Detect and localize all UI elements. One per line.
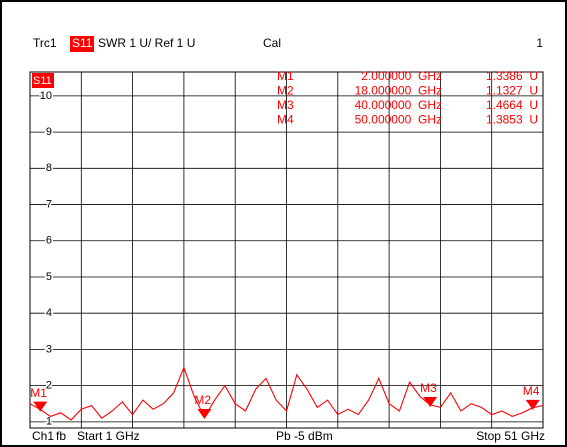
stop: Stop 51 GHz bbox=[476, 429, 545, 443]
fb: fb bbox=[56, 429, 66, 443]
marker-name: M2 bbox=[277, 84, 294, 98]
channel-num: 1 bbox=[536, 36, 543, 50]
format: SWR 1 U/ Ref 1 U bbox=[98, 36, 195, 50]
marker-y: 1.3853 U bbox=[486, 113, 538, 127]
marker bbox=[33, 401, 48, 412]
marker-y: 1.1327 U bbox=[486, 84, 538, 98]
y-tick-label: 10 bbox=[40, 90, 52, 102]
y-tick-label: 4 bbox=[46, 307, 52, 319]
trace bbox=[29, 365, 544, 421]
marker-x: 18.000000 GHz bbox=[355, 84, 442, 98]
y-tick-label: 7 bbox=[46, 198, 52, 210]
marker-x: 50.000000 GHz bbox=[355, 113, 442, 127]
marker-name: M4 bbox=[277, 113, 294, 127]
trace-name: Trc1 bbox=[33, 36, 57, 50]
marker-name: M1 bbox=[277, 69, 294, 83]
marker-x: 2.000000 GHz bbox=[361, 69, 442, 83]
y-tick-label: 6 bbox=[46, 235, 52, 247]
marker bbox=[423, 396, 438, 407]
y-tick-label: 1 bbox=[46, 416, 52, 428]
y-tick-label: 8 bbox=[46, 162, 52, 174]
y-tick-label: 2 bbox=[46, 380, 52, 392]
marker-y: 1.4664 U bbox=[486, 98, 538, 112]
y-tick-label: 9 bbox=[46, 126, 52, 138]
marker bbox=[525, 399, 540, 410]
trace-label: S11 bbox=[33, 75, 52, 87]
start: Start 1 GHz bbox=[77, 429, 140, 443]
param-box bbox=[70, 36, 94, 52]
cal: Cal bbox=[263, 36, 281, 50]
marker-x: 40.000000 GHz bbox=[355, 98, 442, 112]
marker-label: M3 bbox=[420, 381, 437, 395]
marker-label: M2 bbox=[194, 393, 211, 407]
marker-name: M3 bbox=[277, 98, 294, 112]
power: Pb -5 dBm bbox=[276, 429, 333, 443]
marker-label: M1 bbox=[30, 386, 47, 400]
param: S11 bbox=[72, 36, 93, 50]
marker-label: M4 bbox=[523, 384, 540, 398]
marker-y: 1.3386 U bbox=[486, 69, 538, 83]
marker bbox=[197, 409, 212, 420]
y-tick-label: 3 bbox=[46, 343, 52, 355]
channel: Ch1 bbox=[32, 429, 54, 443]
y-tick-label: 5 bbox=[46, 271, 52, 283]
plot: 1 2 3 4 5 6 7 8 9 10 S11 M1 M1 2.000000 GHz 1.3386 U M2… bbox=[29, 69, 544, 429]
trace-label-box bbox=[32, 73, 54, 88]
